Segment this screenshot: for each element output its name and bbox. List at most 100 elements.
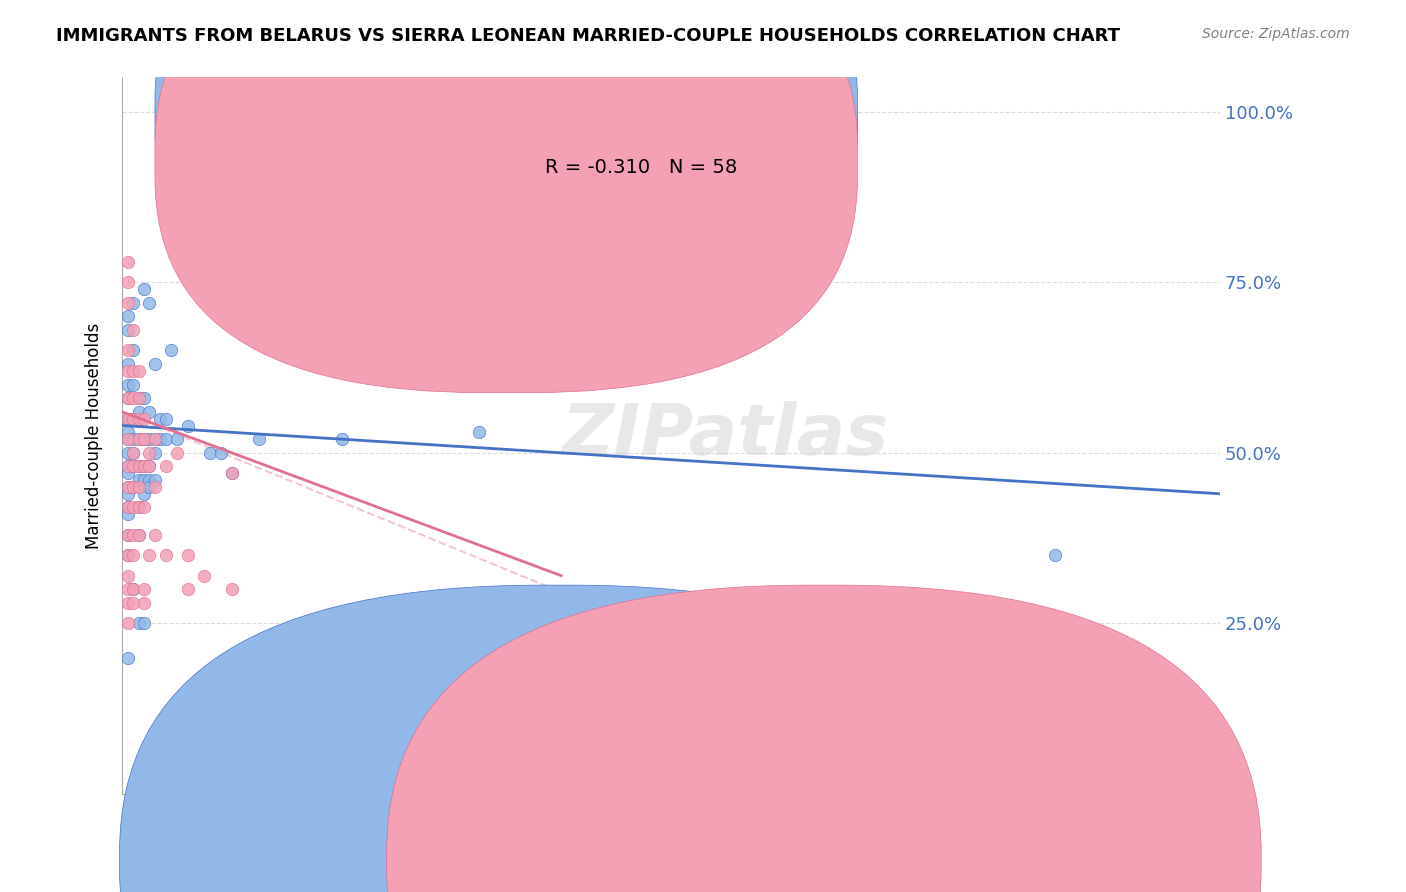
Point bbox=[128, 473, 150, 487]
Point bbox=[132, 411, 155, 425]
Point bbox=[117, 500, 139, 515]
Point bbox=[247, 432, 270, 446]
Point bbox=[122, 323, 145, 337]
Text: IMMIGRANTS FROM BELARUS VS SIERRA LEONEAN MARRIED-COUPLE HOUSEHOLDS CORRELATION : IMMIGRANTS FROM BELARUS VS SIERRA LEONEA… bbox=[56, 27, 1121, 45]
Point bbox=[138, 405, 160, 419]
Point bbox=[330, 432, 353, 446]
Point bbox=[117, 411, 139, 425]
Point bbox=[117, 377, 139, 392]
Point bbox=[143, 480, 166, 494]
Point bbox=[132, 616, 155, 631]
Point bbox=[155, 411, 177, 425]
Point bbox=[209, 446, 232, 460]
Point bbox=[117, 616, 139, 631]
Text: Sierra Leoneans: Sierra Leoneans bbox=[844, 851, 977, 869]
Point bbox=[128, 411, 150, 425]
Point bbox=[132, 391, 155, 405]
Point bbox=[177, 582, 200, 597]
Point bbox=[276, 343, 298, 358]
Point bbox=[122, 446, 145, 460]
Point bbox=[155, 432, 177, 446]
Point bbox=[122, 500, 145, 515]
Point bbox=[128, 405, 150, 419]
Point bbox=[138, 480, 160, 494]
Text: ZIPatlas: ZIPatlas bbox=[562, 401, 890, 470]
Point bbox=[117, 548, 139, 562]
Point bbox=[117, 391, 139, 405]
Point bbox=[122, 459, 145, 474]
Text: Immigrants from Belarus: Immigrants from Belarus bbox=[591, 851, 797, 869]
Point bbox=[117, 480, 139, 494]
Point bbox=[122, 596, 145, 610]
Point bbox=[117, 459, 139, 474]
Point bbox=[117, 310, 139, 324]
Point bbox=[117, 357, 139, 371]
Point bbox=[149, 411, 172, 425]
Point bbox=[138, 548, 160, 562]
Point bbox=[132, 459, 155, 474]
Point bbox=[117, 596, 139, 610]
Point bbox=[128, 500, 150, 515]
Point bbox=[221, 582, 243, 597]
Point bbox=[117, 295, 139, 310]
Point bbox=[138, 295, 160, 310]
Point bbox=[117, 527, 139, 541]
Point bbox=[122, 432, 145, 446]
Point bbox=[117, 343, 139, 358]
Point bbox=[117, 487, 139, 501]
Point bbox=[143, 432, 166, 446]
Point bbox=[468, 425, 491, 440]
FancyBboxPatch shape bbox=[155, 0, 858, 392]
Point bbox=[143, 357, 166, 371]
Point bbox=[177, 548, 200, 562]
Point bbox=[193, 200, 215, 214]
Text: R = -0.103   N = 74: R = -0.103 N = 74 bbox=[544, 112, 737, 131]
Point bbox=[122, 295, 145, 310]
Text: 20.0%: 20.0% bbox=[1163, 816, 1220, 834]
Point bbox=[117, 527, 139, 541]
Point bbox=[117, 650, 139, 665]
Point bbox=[160, 343, 183, 358]
Point bbox=[122, 459, 145, 474]
Point bbox=[166, 432, 188, 446]
Point bbox=[302, 719, 325, 733]
FancyBboxPatch shape bbox=[155, 0, 858, 346]
Point bbox=[138, 446, 160, 460]
Point bbox=[117, 459, 139, 474]
Point bbox=[132, 500, 155, 515]
Point bbox=[122, 480, 145, 494]
Point bbox=[132, 282, 155, 296]
Point bbox=[117, 391, 139, 405]
Point bbox=[132, 432, 155, 446]
Point bbox=[128, 527, 150, 541]
Point bbox=[659, 364, 682, 378]
Point bbox=[128, 391, 150, 405]
Point bbox=[221, 467, 243, 481]
Point bbox=[198, 446, 221, 460]
Point bbox=[122, 582, 145, 597]
Point bbox=[122, 411, 145, 425]
Point bbox=[117, 275, 139, 289]
Point bbox=[128, 432, 150, 446]
Point bbox=[128, 480, 150, 494]
Point bbox=[117, 254, 139, 268]
Point bbox=[132, 473, 155, 487]
Point bbox=[117, 323, 139, 337]
Point bbox=[128, 432, 150, 446]
Point bbox=[221, 467, 243, 481]
Point bbox=[138, 459, 160, 474]
Point bbox=[143, 473, 166, 487]
Point bbox=[155, 548, 177, 562]
Point bbox=[138, 459, 160, 474]
Point bbox=[122, 377, 145, 392]
Point bbox=[122, 391, 145, 405]
Point bbox=[117, 467, 139, 481]
Point bbox=[128, 616, 150, 631]
Point bbox=[122, 343, 145, 358]
Point bbox=[149, 432, 172, 446]
Y-axis label: Married-couple Households: Married-couple Households bbox=[86, 323, 103, 549]
Point bbox=[117, 548, 139, 562]
Point bbox=[193, 568, 215, 582]
Point bbox=[122, 548, 145, 562]
Point bbox=[117, 411, 139, 425]
